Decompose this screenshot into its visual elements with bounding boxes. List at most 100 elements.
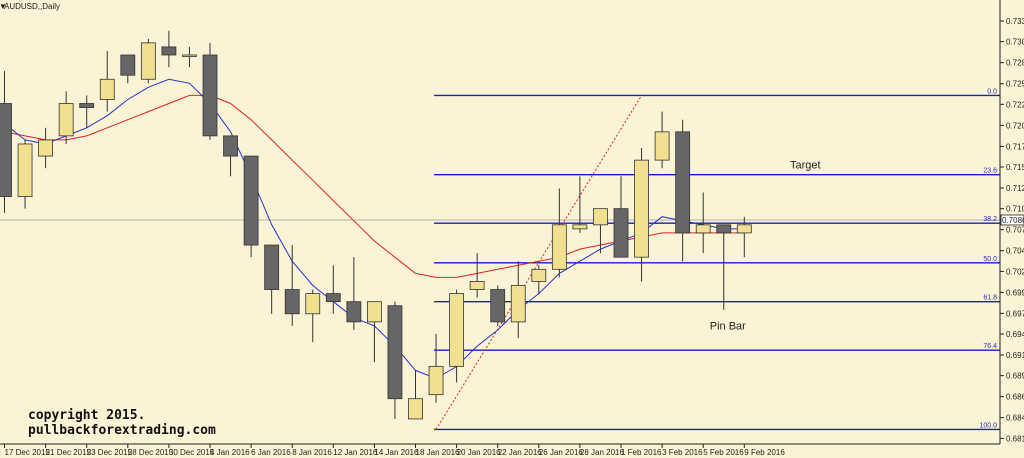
x-tick-label: 5 Feb 2016 <box>703 448 744 457</box>
candle-body <box>99 78 115 100</box>
candle[interactable] <box>38 127 53 169</box>
candle-body <box>716 224 732 234</box>
candle-body <box>58 103 74 137</box>
y-tick-label: 0.72030 <box>1006 121 1024 130</box>
candle[interactable] <box>531 265 547 294</box>
x-tick-label: 20 Jan 2016 <box>457 448 502 457</box>
candle[interactable] <box>223 135 238 177</box>
y-tick-label: 0.69190 <box>1006 351 1024 360</box>
watermark-line1: copyright 2015. <box>28 408 145 423</box>
pin-bar-annotation: Pin Bar <box>710 321 746 333</box>
x-tick-label: 8 Jan 2016 <box>292 448 332 457</box>
fib-level-label: 61.8 <box>983 295 997 302</box>
candle[interactable] <box>675 119 691 262</box>
candle-body <box>346 301 362 323</box>
candle[interactable] <box>99 50 115 112</box>
candle[interactable] <box>634 148 649 282</box>
candle-body <box>736 224 752 234</box>
y-tick-label: 0.69450 <box>1006 330 1024 339</box>
candle-body <box>182 54 197 57</box>
candle[interactable] <box>243 155 259 258</box>
candle-body <box>17 143 33 197</box>
y-tick-label: 0.70740 <box>1006 226 1024 235</box>
candle-body <box>0 103 12 197</box>
candle[interactable] <box>140 38 156 84</box>
candle-body <box>551 224 567 270</box>
candle[interactable] <box>79 95 95 128</box>
candle[interactable] <box>325 265 341 314</box>
y-tick-label: 0.72545 <box>1006 80 1024 89</box>
x-tick-label: 26 Jan 2016 <box>539 448 584 457</box>
x-tick-label: 6 Jan 2016 <box>251 448 291 457</box>
target-annotation: Target <box>790 160 821 172</box>
y-tick-label: 0.68160 <box>1006 434 1024 443</box>
candle-body <box>243 155 259 246</box>
y-tick-label: 0.71515 <box>1006 163 1024 172</box>
candle[interactable] <box>469 253 485 298</box>
candle-body <box>428 365 444 396</box>
candle-body <box>510 285 526 323</box>
candle[interactable] <box>305 289 321 343</box>
y-tick-label: 0.70225 <box>1006 267 1024 276</box>
y-tick-label: 0.73065 <box>1006 38 1024 47</box>
y-tick-label: 0.68935 <box>1006 372 1024 381</box>
candle-body <box>634 159 649 258</box>
y-tick-label: 0.71255 <box>1006 184 1024 193</box>
x-tick-label: 3 Feb 2016 <box>662 448 703 457</box>
candle[interactable] <box>387 301 403 419</box>
candle[interactable] <box>58 91 74 144</box>
y-tick-label: 0.69965 <box>1006 288 1024 297</box>
candle-body <box>284 289 300 315</box>
candle[interactable] <box>593 208 608 254</box>
candle[interactable] <box>613 176 629 258</box>
x-tick-label: 22 Jan 2016 <box>498 448 543 457</box>
candle[interactable] <box>654 111 670 169</box>
candle[interactable] <box>346 257 362 330</box>
chart-title: AUDUSD,,Daily <box>4 2 60 11</box>
candle[interactable] <box>161 30 177 68</box>
candle[interactable] <box>572 176 588 233</box>
fib-level-label: 50.0 <box>983 256 997 263</box>
candle-body <box>490 289 506 323</box>
y-tick-label: 0.71000 <box>1006 205 1024 214</box>
x-tick-label: 28 Jan 2016 <box>580 448 625 457</box>
fib-trend-line[interactable] <box>435 95 642 430</box>
candle[interactable] <box>202 42 218 140</box>
candle[interactable] <box>428 334 444 403</box>
y-tick-label: 0.68415 <box>1006 414 1024 423</box>
candle[interactable] <box>736 216 752 258</box>
candle[interactable] <box>551 188 567 278</box>
candle[interactable] <box>449 289 465 383</box>
x-tick-label: 23 Dec 2015 <box>87 448 133 457</box>
candle[interactable] <box>716 224 732 310</box>
plot-area <box>0 0 1000 444</box>
x-tick-label: 9 Feb 2016 <box>744 448 785 457</box>
candle-body <box>613 208 629 258</box>
candle-body <box>387 305 403 400</box>
fib-level-label: 76.4 <box>983 343 997 350</box>
y-tick-label: 0.73320 <box>1006 17 1024 26</box>
candle[interactable] <box>695 192 711 254</box>
candle-body <box>79 103 95 108</box>
candle[interactable] <box>264 244 280 314</box>
candle[interactable] <box>182 46 197 68</box>
candle-body <box>695 224 711 234</box>
candle-body <box>120 54 136 76</box>
candle-body <box>531 268 547 282</box>
current-price-box <box>1000 214 1024 226</box>
symbol-menu-icon[interactable]: ▼ <box>0 2 7 11</box>
fib-level-label: 23.6 <box>983 168 997 175</box>
candle[interactable] <box>366 301 382 363</box>
candle[interactable] <box>284 245 300 326</box>
candle[interactable] <box>490 285 506 326</box>
candle[interactable] <box>120 54 136 84</box>
y-tick-label: 0.72290 <box>1006 100 1024 109</box>
candle-body <box>572 224 588 230</box>
candle[interactable] <box>0 71 12 213</box>
candle[interactable] <box>408 370 423 420</box>
candle[interactable] <box>510 261 526 339</box>
candle[interactable] <box>17 139 33 209</box>
watermark-line2: pullbackforextrading.com <box>28 423 216 438</box>
